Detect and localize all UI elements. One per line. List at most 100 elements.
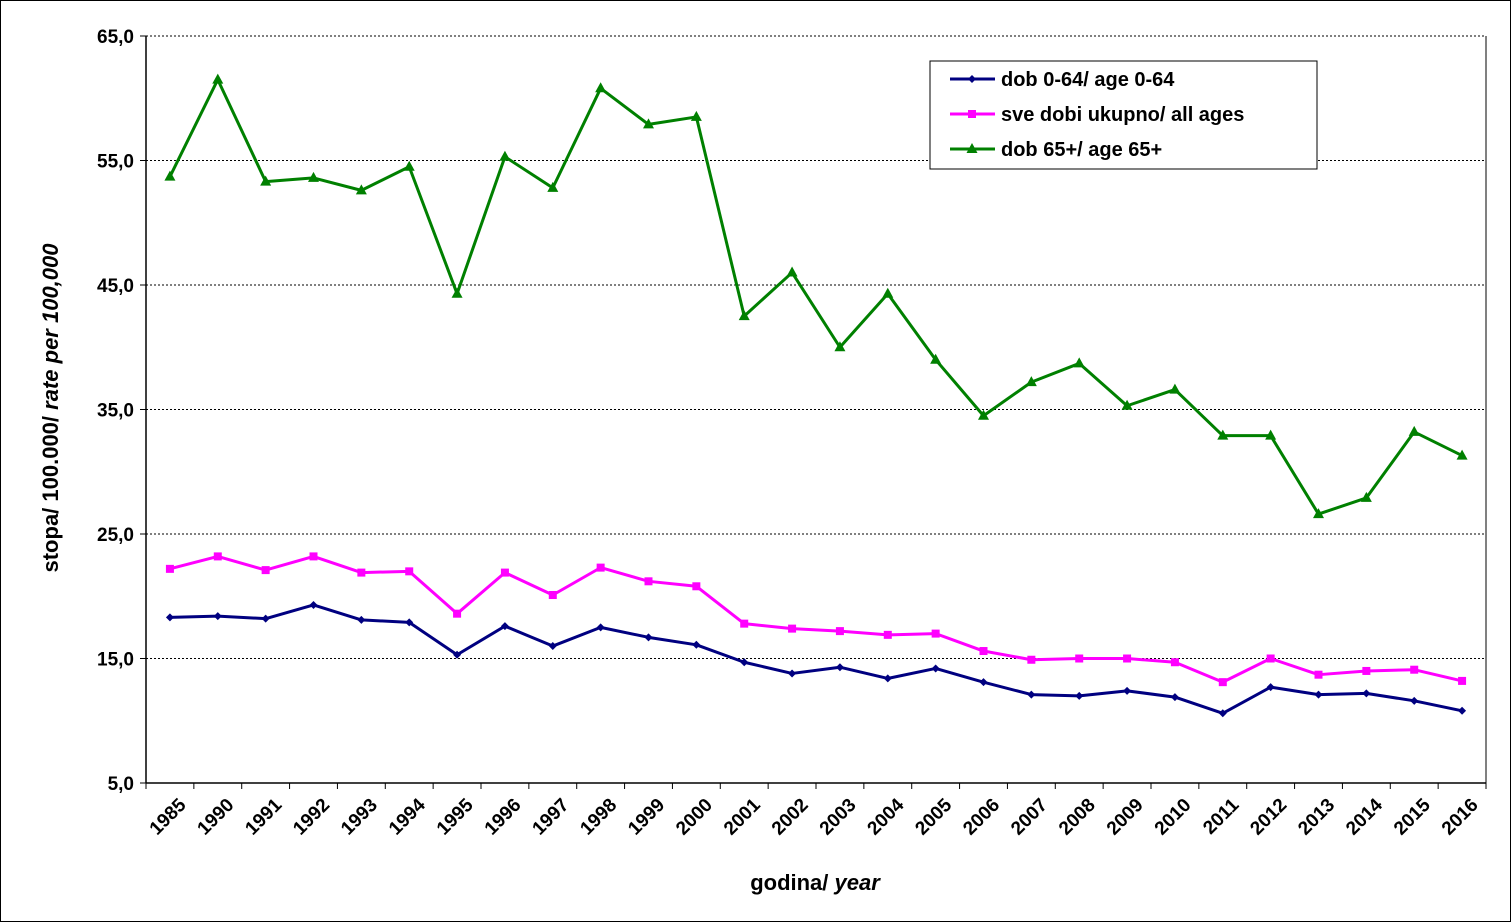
legend-label: dob 65+/ age 65+ (1001, 139, 1162, 161)
series-2 (165, 552, 1467, 687)
legend: dob 0-64/ age 0-64 sve dobi ukupno/ all a… (929, 60, 1318, 170)
y-tick-labels: 5,0 15,0 25,0 35,0 45,0 55,0 65,0 (97, 27, 134, 795)
data-point-diamond (1458, 706, 1467, 715)
data-point-square (1458, 676, 1467, 685)
y-axis-title: stopa/ 100.000/ rate per 100,000 (38, 243, 63, 573)
series-line (169, 554, 1463, 684)
data-point-square (1266, 654, 1275, 663)
data-point-diamond (1266, 683, 1275, 692)
data-point-triangle (643, 118, 654, 129)
data-point-diamond (835, 663, 844, 672)
data-point-diamond (788, 669, 797, 678)
data-point-diamond (1218, 709, 1227, 718)
y-tick-label: 65,0 (97, 27, 134, 48)
data-point-square (213, 552, 222, 561)
data-point-diamond (213, 612, 222, 621)
legend-entry: dob 65+/ age 65+ (950, 139, 1162, 161)
data-point-triangle (738, 310, 750, 321)
data-point-diamond (1075, 691, 1084, 700)
data-point-square (931, 629, 940, 638)
data-point-triangle (164, 170, 176, 181)
data-point-square (979, 647, 988, 656)
data-point-triangle (1360, 491, 1372, 502)
data-point-square (548, 591, 557, 600)
data-point-triangle (451, 287, 463, 298)
data-point-diamond (596, 623, 605, 632)
grid-lines (146, 35, 1486, 659)
axes (140, 35, 1487, 789)
data-point-triangle (308, 171, 319, 182)
y-tick-label: 35,0 (97, 401, 134, 422)
data-point-diamond (1123, 686, 1132, 695)
data-point-triangle (212, 73, 224, 84)
data-point-square (883, 630, 892, 639)
data-point-square (357, 568, 366, 577)
data-point-square (165, 564, 174, 573)
data-point-triangle (1265, 429, 1277, 440)
data-point-triangle (834, 341, 846, 352)
data-point-square (1218, 678, 1227, 687)
legend-label: sve dobi ukupno/ all ages (1001, 104, 1244, 126)
data-point-triangle (930, 353, 942, 364)
data-point-square (1123, 654, 1132, 663)
y-tick-label: 55,0 (97, 152, 134, 173)
data-point-triangle (1025, 376, 1037, 387)
data-point-diamond (548, 642, 557, 651)
y-tick-label: 5,0 (108, 774, 134, 795)
series-line (168, 78, 1463, 516)
data-point-square (261, 566, 270, 575)
data-point-triangle (786, 266, 798, 277)
series-line (169, 603, 1463, 715)
data-point-diamond (1170, 693, 1179, 702)
data-point-triangle (1408, 425, 1420, 436)
data-point-square (1362, 666, 1371, 675)
data-point-diamond (500, 622, 509, 631)
data-point-triangle (978, 409, 989, 420)
data-point-square (500, 568, 509, 577)
data-point-triangle (403, 160, 415, 171)
data-point-triangle (1456, 449, 1468, 460)
y-tick-label: 45,0 (97, 276, 134, 297)
data-point-triangle (966, 143, 978, 153)
data-point-square (788, 624, 797, 633)
data-point-diamond (1027, 690, 1036, 699)
data-point-diamond (692, 640, 701, 649)
data-point-diamond (979, 678, 988, 687)
data-point-diamond (453, 650, 462, 659)
series-1 (165, 600, 1467, 718)
data-point-triangle (547, 181, 559, 192)
data-point-diamond (405, 618, 414, 627)
data-point-diamond (357, 615, 366, 624)
data-point-triangle (882, 287, 894, 298)
data-point-square (453, 609, 462, 618)
series-group (164, 73, 1468, 718)
data-point-diamond (1314, 690, 1323, 699)
data-point-square (1027, 655, 1036, 664)
data-point-diamond (309, 600, 318, 609)
data-point-diamond (968, 75, 976, 83)
data-point-diamond (1362, 689, 1371, 698)
data-point-square (309, 552, 318, 561)
legend-label: dob 0-64/ age 0-64 (1001, 69, 1175, 91)
data-point-square (405, 567, 414, 576)
data-point-square (692, 582, 701, 591)
data-point-triangle (595, 82, 607, 93)
data-point-diamond (644, 633, 653, 642)
legend-entry: dob 0-64/ age 0-64 (950, 69, 1175, 91)
y-tick-label: 25,0 (97, 525, 134, 546)
data-point-triangle (260, 175, 272, 186)
data-point-diamond (883, 674, 892, 683)
data-point-square (644, 577, 653, 586)
data-point-diamond (261, 614, 270, 623)
data-point-triangle (1217, 429, 1229, 440)
legend-entry: sve dobi ukupno/ all ages (950, 104, 1244, 126)
data-point-square (740, 619, 749, 628)
data-point-square (1170, 658, 1179, 667)
series-3 (164, 73, 1468, 519)
data-point-triangle (1169, 383, 1181, 394)
data-point-triangle (355, 184, 367, 195)
data-point-square (1075, 654, 1084, 663)
data-point-triangle (1313, 508, 1324, 519)
